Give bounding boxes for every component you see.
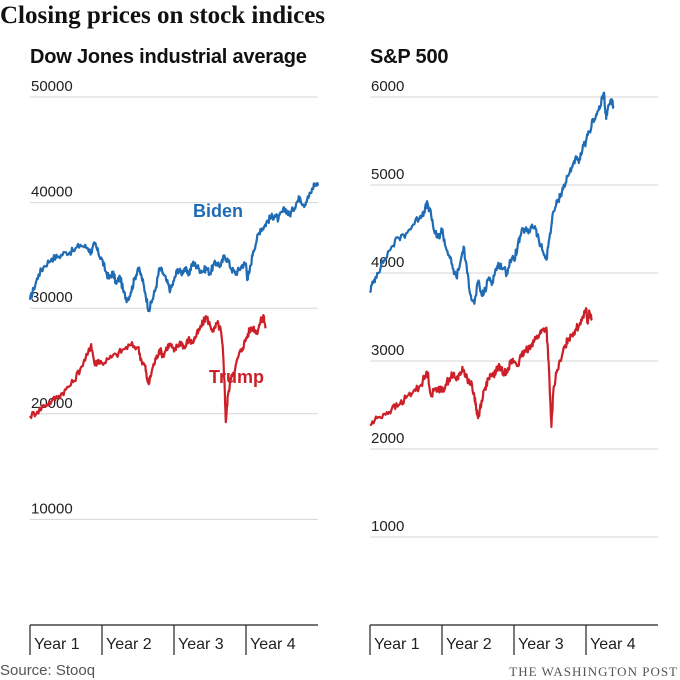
y-tick-label: 4000: [371, 254, 404, 271]
y-tick-label: 3000: [371, 342, 404, 359]
x-tick-label: Year 4: [250, 636, 296, 653]
x-tick-label: Year 4: [590, 636, 636, 653]
y-tick-label: 1000: [371, 518, 404, 535]
figure-title: Closing prices on stock indices: [0, 2, 326, 29]
series-line-biden: [28, 181, 320, 313]
series-label-trump: Trump: [209, 367, 264, 387]
credit-note: THE WASHINGTON POST: [509, 664, 678, 679]
series-label-biden: Biden: [193, 201, 243, 221]
series-line-trump: [29, 314, 267, 424]
y-tick-label: 30000: [31, 289, 73, 306]
y-tick-label: 50000: [31, 78, 73, 95]
dow-panel-title: Dow Jones industrial average: [30, 46, 307, 68]
x-tick-label: Year 1: [34, 636, 80, 653]
y-tick-label: 40000: [31, 184, 73, 201]
sp500-panel-title: S&P 500: [370, 46, 449, 68]
y-tick-label: 6000: [371, 78, 404, 95]
y-tick-label: 5000: [371, 166, 404, 183]
x-tick-label: Year 3: [518, 636, 564, 653]
series-line-trump: [369, 307, 593, 429]
series-line-biden: [369, 91, 615, 305]
x-tick-label: Year 2: [106, 636, 152, 653]
y-tick-label: 10000: [31, 500, 73, 517]
x-tick-label: Year 2: [446, 636, 492, 653]
source-note: Source: Stooq: [0, 662, 96, 679]
x-tick-label: Year 3: [178, 636, 224, 653]
x-tick-label: Year 1: [374, 636, 420, 653]
y-tick-label: 2000: [371, 430, 404, 447]
